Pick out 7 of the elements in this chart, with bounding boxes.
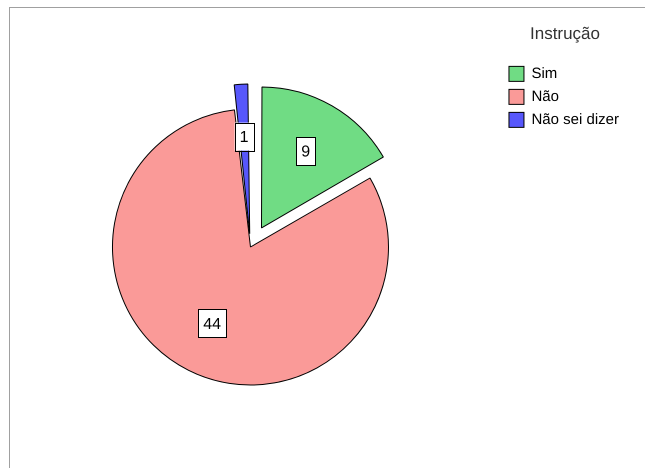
data-label: 9 xyxy=(301,144,310,161)
legend-label: Não sei dizer xyxy=(531,111,620,128)
data-label: 1 xyxy=(240,129,249,146)
legend-label: Sim xyxy=(531,65,558,82)
legend-label: Não xyxy=(531,88,559,106)
legend-title: Instrução xyxy=(530,24,600,44)
data-label: 44 xyxy=(203,316,222,333)
